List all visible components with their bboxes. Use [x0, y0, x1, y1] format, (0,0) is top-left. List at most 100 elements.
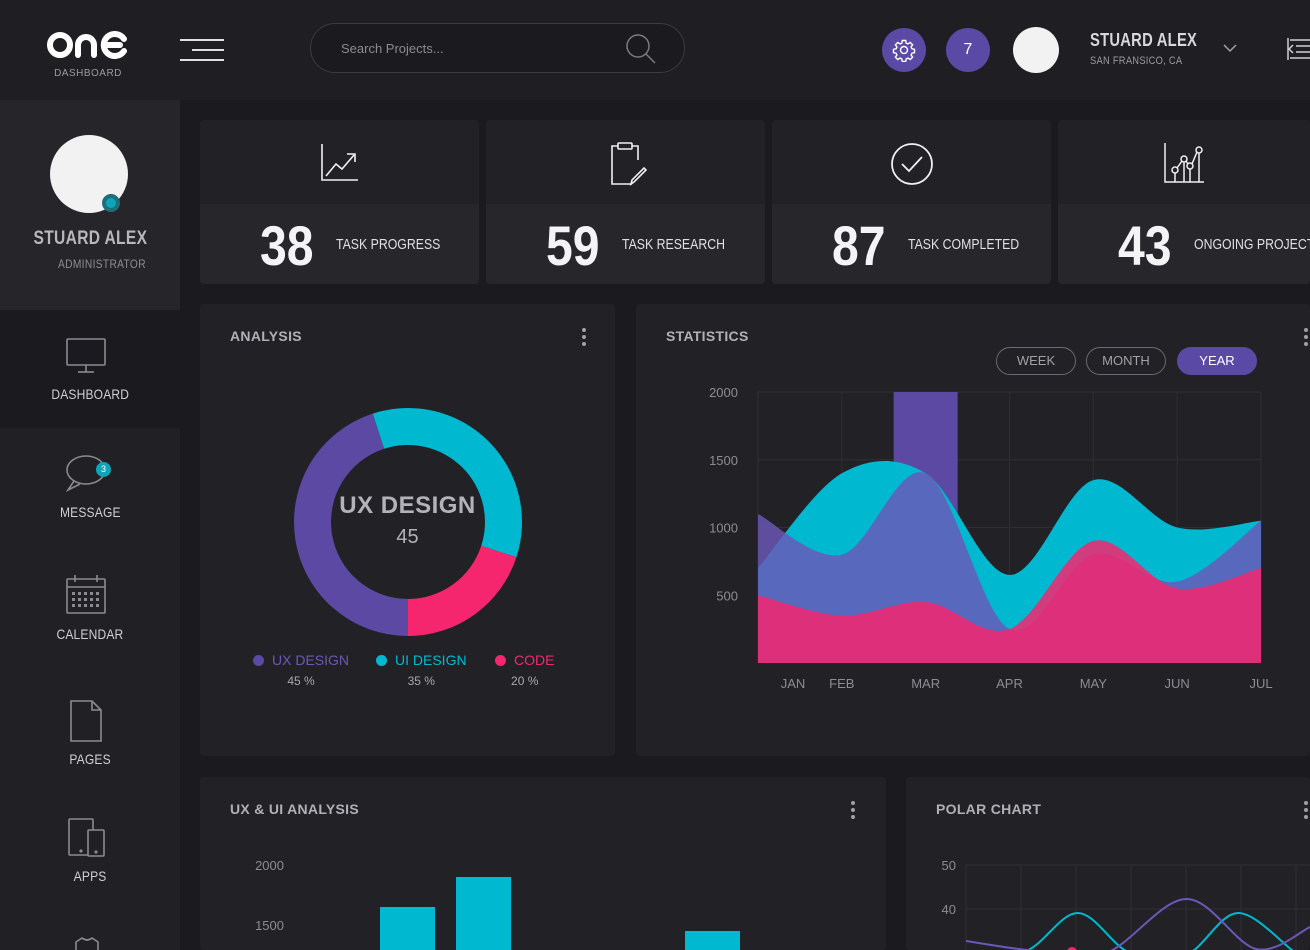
monitor-icon	[66, 338, 106, 373]
logo[interactable]: DASHBOARD	[46, 28, 130, 88]
sidebar-user-name: STUARD ALEX	[33, 228, 147, 249]
sidebar-item-label: APPS	[73, 868, 107, 884]
line-series-cyan[interactable]	[966, 911, 1310, 950]
sidebar-item-calendar[interactable]: CALENDAR	[0, 550, 180, 668]
statistics-area-chart: 2000 1500 1000 500 JAN FEB MAR APR MAY JUN JUL	[709, 385, 1272, 691]
notification-button[interactable]: 7	[946, 28, 990, 72]
sidebar-item-message[interactable]: 3 MESSAGE	[0, 428, 180, 546]
stat-card-task-completed: 87 TASK COMPLETED	[772, 120, 1051, 284]
x-tick-label: JUN	[1165, 676, 1190, 691]
logo-mark-icon	[47, 31, 127, 59]
x-tick-label: MAR	[911, 676, 940, 691]
stat-value: 38	[260, 214, 314, 277]
donut-slice-ux[interactable]	[294, 413, 408, 636]
x-tick-label: JUL	[1249, 676, 1272, 691]
y-tick-label: 2000	[255, 858, 284, 873]
area-series-pink[interactable]	[758, 540, 1261, 663]
sidebar-item-label: CALENDAR	[56, 626, 124, 642]
settings-button[interactable]	[882, 28, 926, 72]
hamburger-menu-icon[interactable]	[180, 36, 226, 64]
legend-item-ui: UI DESIGN 35 %	[376, 652, 467, 688]
y-tick-label: 1500	[255, 918, 284, 933]
top-bar: DASHBOARD 7 STUARD ALEX SAN FRANSICO, CA	[0, 0, 1310, 100]
scatter-chart-icon	[1164, 143, 1204, 183]
legend-dot	[376, 654, 387, 666]
sidebar-item-dashboard[interactable]: DASHBOARD	[0, 310, 180, 428]
panel-title: ANALYSIS	[230, 328, 302, 344]
search-box	[310, 23, 685, 73]
shirt-icon	[75, 937, 99, 950]
legend-item-code: CODE 20 %	[495, 652, 554, 688]
donut-center-label: UX DESIGN	[339, 492, 476, 519]
more-options-icon[interactable]	[849, 799, 857, 821]
donut-slice-ui[interactable]	[372, 408, 522, 558]
logo-subtitle: DASHBOARD	[54, 68, 122, 79]
sidebar-item-apps[interactable]: APPS	[0, 792, 180, 910]
search-icon[interactable]	[624, 32, 658, 66]
stat-value: 43	[1118, 214, 1172, 277]
top-user-location: SAN FRANSICO, CA	[1090, 55, 1183, 67]
legend-label: UX DESIGN	[272, 652, 350, 668]
polar-chart-panel: POLAR CHART 50 40	[906, 777, 1310, 950]
calendar-icon	[66, 575, 106, 614]
gear-icon	[892, 39, 916, 62]
more-options-icon[interactable]	[1302, 799, 1310, 821]
legend-pct: 45 %	[287, 674, 315, 688]
x-tick-label: APR	[996, 676, 1023, 691]
message-badge: 3	[96, 462, 111, 477]
donut-center-value: 45	[396, 526, 419, 548]
sidebar-profile: STUARD ALEX ADMINISTRATOR	[0, 100, 180, 310]
x-tick-label: FEB	[829, 676, 854, 691]
clipboard-pen-icon	[610, 142, 647, 186]
uxui-bar-chart: 2000 1500	[255, 858, 740, 950]
sidebar-item-label: DASHBOARD	[51, 386, 129, 402]
trend-chart-icon	[320, 144, 358, 181]
bar[interactable]	[685, 931, 740, 950]
legend-pct: 20 %	[511, 674, 539, 688]
donut-slice-code[interactable]	[408, 545, 517, 636]
collapse-panel-icon[interactable]	[1284, 36, 1310, 62]
toggle-month[interactable]: MONTH	[1086, 347, 1166, 375]
more-options-icon[interactable]	[580, 326, 588, 348]
y-tick-label: 2000	[709, 385, 738, 400]
more-options-icon[interactable]	[1302, 326, 1310, 348]
panel-title: UX & UI ANALYSIS	[230, 801, 360, 817]
sidebar-item-pages[interactable]: PAGES	[0, 675, 180, 793]
devices-icon	[68, 818, 105, 857]
stat-value: 87	[832, 214, 886, 277]
stat-card-task-research: 59 TASK RESEARCH	[486, 120, 765, 284]
data-point[interactable]	[1067, 947, 1077, 950]
sidebar-item-label: MESSAGE	[59, 504, 121, 520]
toggle-year[interactable]: YEAR	[1177, 347, 1257, 375]
analysis-panel: ANALYSIS UX DESIGN 45 UX DESIGN 45 % UI …	[200, 304, 615, 756]
legend-label: UI DESIGN	[395, 652, 467, 668]
page-icon	[70, 700, 102, 742]
bar[interactable]	[456, 877, 511, 950]
y-tick-label: 50	[942, 858, 956, 873]
donut-chart	[294, 408, 522, 636]
avatar[interactable]	[1013, 27, 1059, 73]
y-tick-label: 1000	[709, 521, 738, 536]
panel-title: POLAR CHART	[936, 801, 1042, 817]
y-tick-label: 1500	[709, 453, 738, 468]
sidebar: STUARD ALEX ADMINISTRATOR DASHBOARD 3 ME…	[0, 100, 180, 950]
x-tick-label: MAY	[1080, 676, 1108, 691]
search-input[interactable]	[341, 24, 631, 72]
chevron-down-icon[interactable]	[1222, 40, 1238, 56]
toggle-week[interactable]: WEEK	[996, 347, 1076, 375]
line-series-purple[interactable]	[965, 897, 1310, 950]
check-circle-icon	[890, 143, 933, 185]
stat-label: ONGOING PROJECT	[1194, 236, 1310, 253]
panel-title: STATISTICS	[666, 328, 749, 344]
legend-dot	[495, 654, 506, 666]
y-tick-label: 500	[716, 588, 738, 603]
legend-label: CODE	[514, 652, 555, 668]
y-tick-label: 40	[942, 902, 956, 917]
bar[interactable]	[380, 907, 435, 950]
stat-value: 59	[546, 214, 600, 277]
legend-dot	[253, 654, 264, 666]
stat-label: TASK RESEARCH	[622, 236, 725, 253]
statistics-panel: STATISTICS WEEK MONTH YEAR 2000 1500 1000 5…	[636, 304, 1310, 756]
uxui-analysis-panel: UX & UI ANALYSIS 2000 1500	[200, 777, 886, 950]
stat-label: TASK COMPLETED	[908, 236, 1020, 253]
